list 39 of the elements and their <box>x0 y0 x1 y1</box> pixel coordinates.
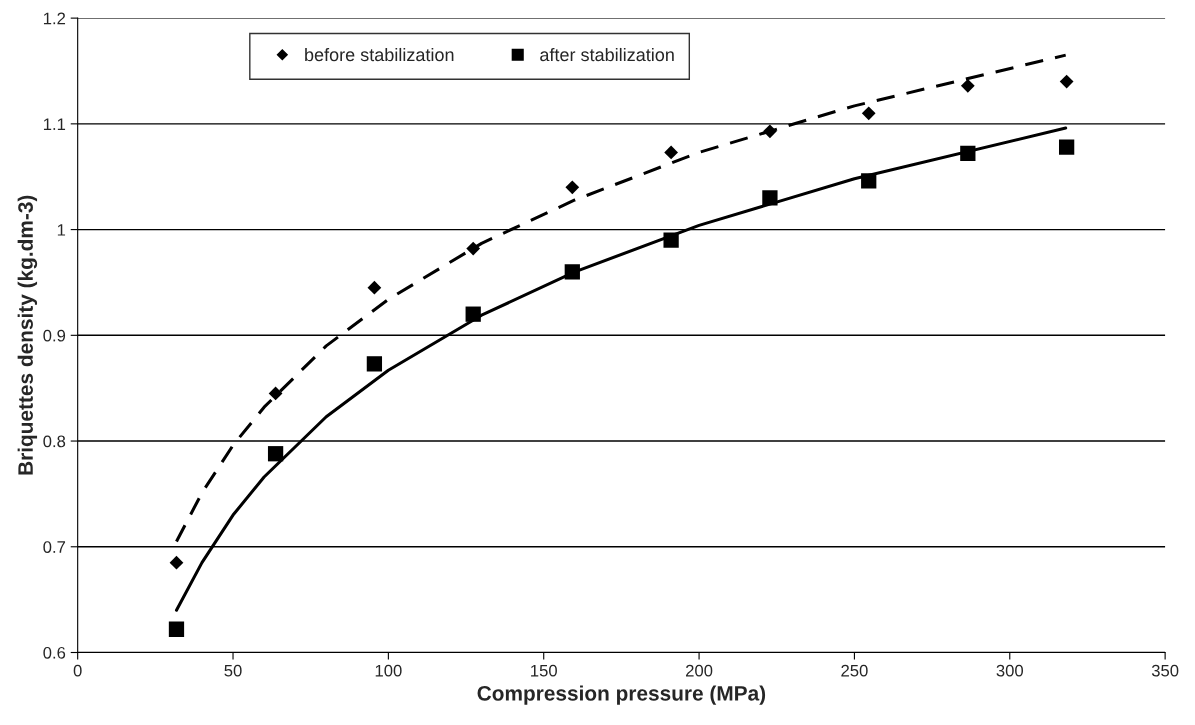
point <box>861 106 876 121</box>
x-tick-label: 50 <box>224 664 242 677</box>
y-tick-label: 0.8 <box>43 435 66 448</box>
point <box>564 264 580 280</box>
y-tick-label: 0.7 <box>43 541 66 553</box>
point <box>168 621 185 637</box>
point <box>763 124 777 139</box>
point <box>960 78 975 93</box>
y-tick-label: 1 <box>57 224 66 236</box>
point <box>664 145 678 160</box>
point <box>1058 139 1075 155</box>
point <box>367 280 382 295</box>
point <box>663 232 679 248</box>
point <box>960 145 976 162</box>
x-tick-label: 250 <box>841 664 868 677</box>
x-tick-label: 300 <box>996 664 1024 677</box>
y-axis-title: Briquettes density (kg.dm-3) <box>17 195 38 475</box>
x-tick-label: 100 <box>375 664 402 677</box>
point <box>466 241 481 256</box>
legend-label: before stabilization <box>305 47 454 62</box>
y-tick-label: 0.6 <box>43 646 66 659</box>
point <box>366 356 383 372</box>
x-tick-label: 0 <box>73 664 82 677</box>
y-tick-label: 1.1 <box>43 118 66 130</box>
point <box>565 180 580 195</box>
y-tick-label: 0.9 <box>43 329 66 342</box>
point <box>1059 74 1074 89</box>
point <box>465 306 481 322</box>
y-tick-label: 1.2 <box>43 12 66 25</box>
point <box>762 190 778 206</box>
legend-label: after stabilization <box>540 47 674 62</box>
point <box>861 173 877 189</box>
x-tick-label: 350 <box>1151 664 1179 677</box>
point <box>169 555 184 570</box>
x-tick-label: 200 <box>686 664 713 677</box>
x-tick-label: 150 <box>531 664 557 677</box>
x-axis-title: Compression pressure (MPa) <box>477 685 766 705</box>
point <box>267 446 284 462</box>
point <box>268 386 283 401</box>
